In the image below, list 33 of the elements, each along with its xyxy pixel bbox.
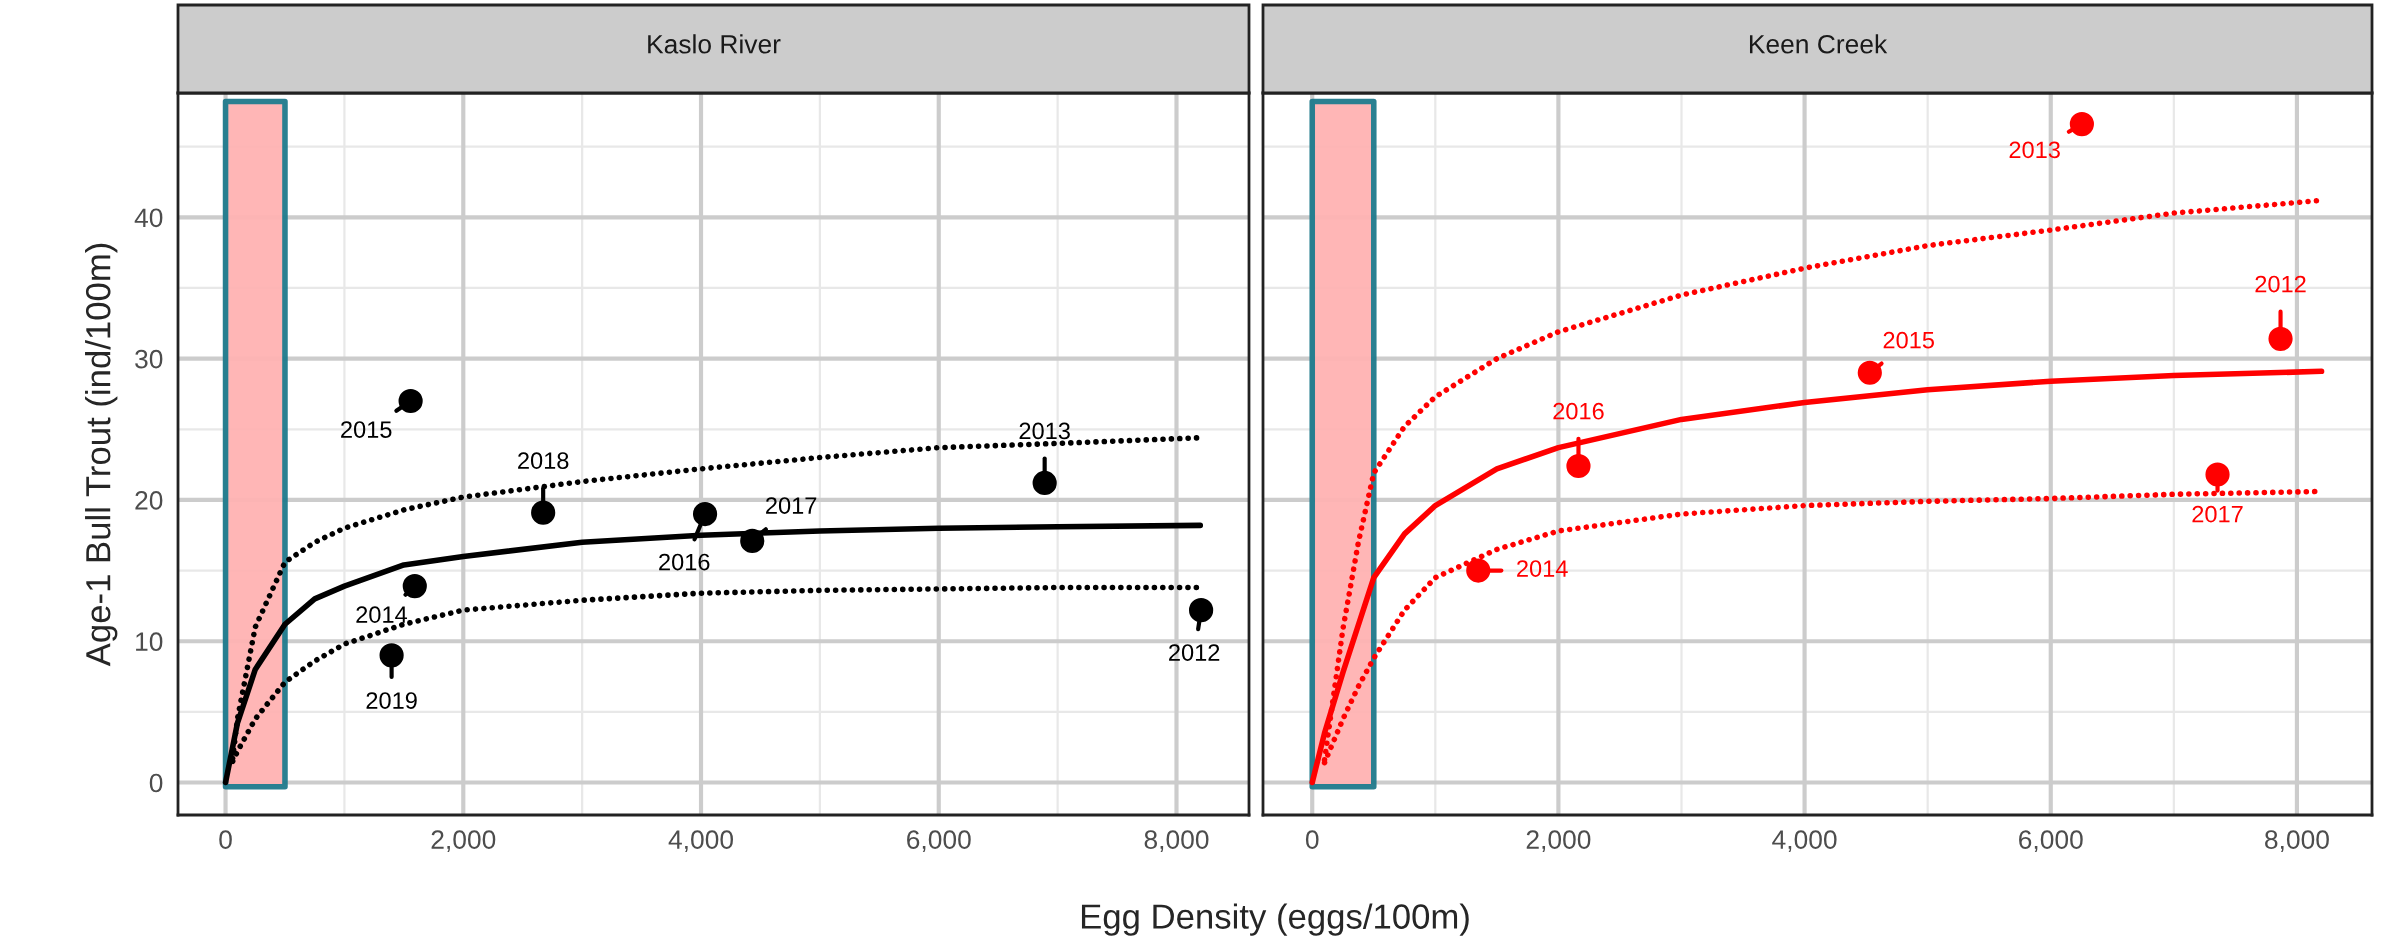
- x-tick-label: 0: [1305, 830, 1319, 849]
- annotation: 2016: [1553, 402, 1604, 420]
- y-tick-label: 40: [134, 208, 163, 228]
- annotation: 2012: [1169, 644, 1220, 661]
- y-axis-title: Age-1 Bull Trout (ind/100m): [85, 243, 118, 667]
- x-tick-label: 6,000: [2019, 830, 2083, 853]
- y-tick-label: 10: [136, 632, 163, 652]
- x-tick-label: 4,000: [668, 830, 734, 853]
- x-tick-label: 2,000: [431, 830, 496, 853]
- y-tick-label: 30: [135, 349, 163, 369]
- y-tick-label: 0: [149, 773, 163, 793]
- annotation: 2014: [1517, 560, 1568, 577]
- x-tick-label: 6,000: [907, 830, 971, 853]
- annotation: 2014: [356, 606, 408, 623]
- x-tick-label: 4,000: [1772, 830, 1837, 853]
- annotation: 2013: [2009, 141, 2060, 159]
- annotation: 2015: [341, 421, 392, 438]
- annotation: 2018: [518, 452, 569, 469]
- x-tick-label: 8,000: [2265, 830, 2329, 853]
- annotation: 2017: [2192, 505, 2243, 523]
- annotation: 2016: [659, 553, 710, 571]
- annotation: 2017: [766, 497, 817, 514]
- annotation: 2012: [2255, 275, 2306, 293]
- y-tick-label: 20: [135, 491, 163, 510]
- annotation: 2015: [1883, 331, 1934, 349]
- chart-title: Keen Creek: [1749, 34, 1888, 54]
- chart-title: Kaslo River: [648, 34, 781, 54]
- x-tick-label: 2,000: [1526, 830, 1591, 853]
- x-tick-label: 0: [219, 830, 232, 849]
- annotation: 2019: [366, 692, 417, 709]
- annotation: 2013: [1019, 422, 1070, 440]
- x-axis-title: Egg Density (eggs/100m): [1081, 903, 1469, 936]
- x-tick-label: 8,000: [1144, 830, 1209, 853]
